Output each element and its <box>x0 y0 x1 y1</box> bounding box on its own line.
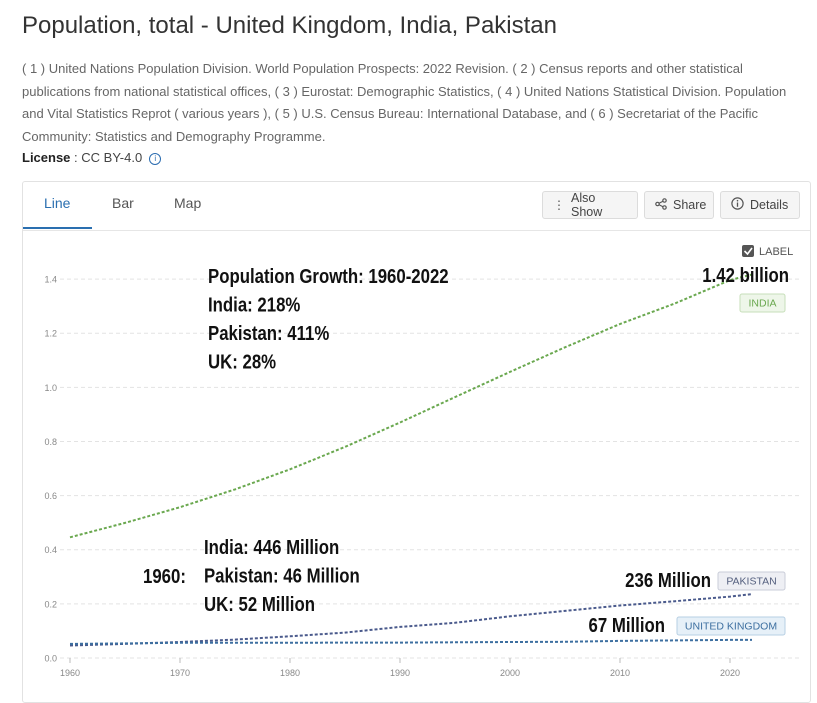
pakistan-end-annotation: 236 Million <box>625 569 711 592</box>
source-note: ( 1 ) United Nations Population Division… <box>22 61 787 144</box>
y-tick-label: 1.2 <box>44 329 57 339</box>
active-tab-indicator <box>23 227 92 229</box>
uk-end-annotation: 67 Million <box>589 614 665 637</box>
y1960-annotation-line: UK: 52 Million <box>204 593 315 616</box>
chart-card: Line Bar Map ⋮ Also Show Share Details <box>22 181 811 703</box>
info-icon[interactable]: i <box>149 153 162 165</box>
y-tick-label: 0.6 <box>44 491 57 501</box>
growth-annotation-line: Pakistan: 411% <box>208 322 329 345</box>
india-series-tag: INDIA <box>748 298 776 310</box>
details-label: Details <box>750 198 789 212</box>
label-checkbox[interactable] <box>742 245 754 257</box>
growth-annotation-line: India: 218% <box>208 293 300 316</box>
india-line <box>69 273 753 539</box>
y-tick-label: 1.0 <box>44 383 57 393</box>
x-tick-label: 2000 <box>500 668 520 678</box>
details-button[interactable]: Details <box>720 191 800 219</box>
share-icon <box>655 197 667 213</box>
license-value: : CC BY-4.0 <box>70 150 143 165</box>
info-circle-icon <box>731 197 744 213</box>
x-tick-label: 1960 <box>60 668 80 678</box>
license-line: License : CC BY-4.0 i <box>22 150 162 165</box>
y1960-annotation-line: India: 446 Million <box>204 536 339 559</box>
tab-bar[interactable]: Bar <box>112 195 134 211</box>
y1960-annotation-line: Pakistan: 46 Million <box>204 564 360 587</box>
y-tick-label: 0.4 <box>44 545 57 555</box>
y-tick-label: 0.2 <box>44 599 57 609</box>
x-tick-label: 1980 <box>280 668 300 678</box>
growth-annotation-line: UK: 28% <box>208 350 276 373</box>
chart-tabs: Line Bar Map ⋮ Also Show Share Details <box>23 182 810 231</box>
y-tick-label: 1.4 <box>44 275 57 285</box>
share-button[interactable]: Share <box>644 191 714 219</box>
y-tick-label: 0.0 <box>44 654 57 664</box>
uk-line <box>69 638 752 645</box>
india-end-annotation: 1.42 billion <box>702 264 789 287</box>
uk-series-tag-box <box>676 616 786 636</box>
pakistan-series-tag: PAKISTAN <box>726 576 776 588</box>
x-tick-label: 1990 <box>390 668 410 678</box>
tab-line[interactable]: Line <box>44 195 71 211</box>
pakistan-line <box>69 593 753 647</box>
more-vertical-icon: ⋮ <box>553 198 565 212</box>
pakistan-series-tag-box <box>717 571 786 591</box>
license-label: License <box>22 150 71 165</box>
page-title: Population, total - United Kingdom, Indi… <box>22 12 557 39</box>
share-label: Share <box>673 198 707 212</box>
check-icon <box>743 247 753 256</box>
uk-series-tag: UNITED KINGDOM <box>685 621 777 633</box>
also-show-label: Also Show <box>571 191 603 219</box>
growth-annotation-line: Population Growth: 1960-2022 <box>208 265 449 288</box>
india-series-tag-box <box>739 293 786 313</box>
also-show-button[interactable]: ⋮ Also Show <box>542 191 638 219</box>
label-toggle-text: LABEL <box>759 246 793 258</box>
y1960-annotation-label: 1960: <box>143 565 186 588</box>
x-tick-label: 2020 <box>720 668 740 678</box>
tab-map[interactable]: Map <box>174 195 202 211</box>
y-tick-label: 0.8 <box>44 437 57 447</box>
x-tick-label: 1970 <box>170 668 190 678</box>
x-tick-label: 2010 <box>610 668 630 678</box>
